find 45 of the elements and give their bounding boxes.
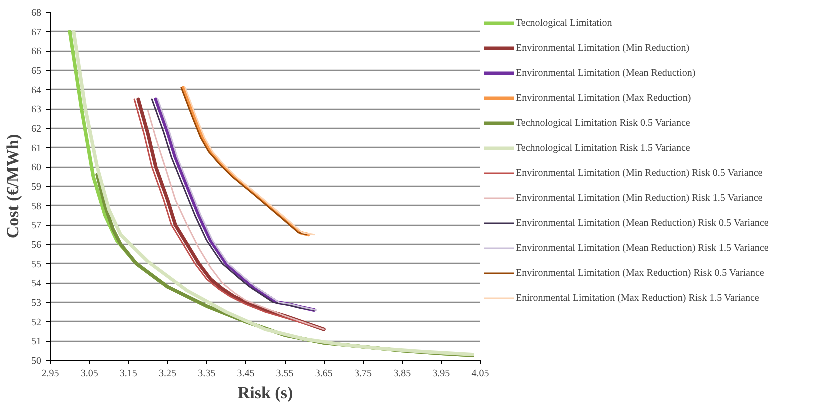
y-tick-label: 63 (32, 104, 42, 116)
legend-label: Environmental Limitation (Min Reduction) (516, 42, 690, 55)
legend-label: Environmental Limitation (Min Reduction) Risk 0.5 Variance (516, 166, 763, 180)
x-tick-label: 3.55 (276, 368, 294, 380)
x-tick-label: 3.15 (120, 368, 138, 380)
y-tick-label: 61 (32, 143, 42, 154)
x-tick-label: 4.05 (472, 368, 490, 380)
legend-label: Environmental Limitation (Mean Reduction) Risk 1.5 Variance (516, 242, 769, 255)
y-tick-label: 66 (32, 46, 42, 58)
x-tick-label: 3.65 (315, 368, 333, 380)
y-tick-label: 67 (32, 27, 42, 38)
y-tick-label: 56 (32, 240, 42, 251)
y-tick-label: 54 (32, 278, 42, 290)
x-tick-label: 3.45 (237, 368, 255, 380)
y-tick-label: 51 (32, 336, 42, 348)
x-tick-label: 3.95 (432, 368, 450, 380)
legend-label: Environmental Limitation (Mean Reduction) (516, 66, 696, 80)
x-tick-label: 3.85 (394, 368, 412, 380)
y-axis-title: Cost (€/MWh) (4, 134, 22, 239)
legend-label: Environmental Limitation (Max Reduction) Risk 0.5 Variance (516, 266, 764, 280)
legend-label: Tecnological Limitation (516, 16, 612, 30)
legend-label: Environmental Limitation (Min Reduction) Risk 1.5 Variance (516, 192, 763, 205)
legend-label: Environmental Limitation (Max Reduction) (516, 92, 692, 105)
legend-label: Technological Limitation Risk 0.5 Variance (516, 116, 690, 130)
y-tick-label: 52 (32, 317, 42, 328)
y-tick-label: 60 (32, 162, 42, 174)
y-tick-label: 65 (32, 66, 42, 77)
x-tick-label: 2.95 (42, 368, 60, 380)
x-tick-label: 3.75 (354, 368, 372, 380)
y-tick-label: 59 (32, 182, 42, 193)
x-tick-label: 3.05 (80, 368, 98, 380)
y-tick-label: 55 (32, 259, 42, 270)
legend-label: Technological Limitation Risk 1.5 Variance (516, 142, 690, 155)
y-tick-label: 62 (32, 124, 42, 135)
legend-label: Environmental Limitation (Mean Reduction) Risk 0.5 Variance (516, 216, 769, 230)
legend-label: Enironmental Limitation (Max Reduction) Risk 1.5 Variance (516, 292, 760, 305)
y-tick-label: 64 (32, 85, 42, 96)
y-tick-label: 57 (32, 220, 42, 232)
y-tick-label: 53 (32, 298, 42, 309)
x-tick-label: 3.35 (198, 368, 216, 380)
x-axis-title: Risk (s) (238, 384, 294, 402)
y-tick-label: 68 (32, 8, 42, 19)
x-tick-label: 3.25 (159, 368, 177, 380)
y-tick-label: 50 (32, 356, 42, 367)
y-tick-label: 58 (32, 201, 42, 212)
